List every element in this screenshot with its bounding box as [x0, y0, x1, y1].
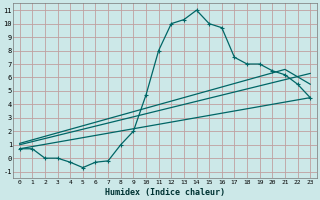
X-axis label: Humidex (Indice chaleur): Humidex (Indice chaleur)	[105, 188, 225, 197]
